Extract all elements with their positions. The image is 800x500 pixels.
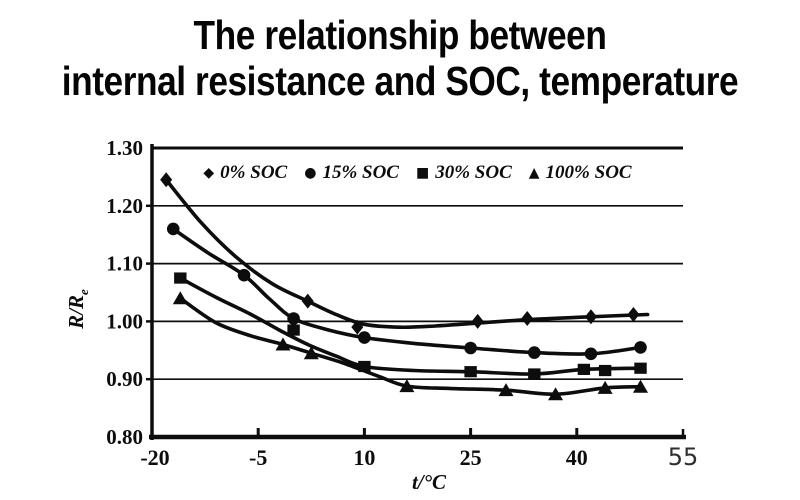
circle-legend-icon: ●	[304, 165, 317, 181]
y-tick-label: 1.10	[106, 252, 143, 276]
series-marker-30-soc	[577, 363, 591, 375]
series-marker-100-soc	[399, 379, 415, 393]
series-marker-0-soc	[301, 293, 314, 309]
x-tick-label: -20	[140, 445, 169, 470]
x-tick-label: -5	[249, 445, 267, 470]
legend-item-0: ◆ 0% SOC	[203, 162, 287, 184]
series-marker-15-soc	[237, 268, 251, 282]
x-axis-title: t/°C	[412, 470, 447, 494]
y-tick-label: 0.80	[106, 425, 143, 449]
square-legend-icon: ■	[415, 165, 430, 181]
series-marker-15-soc	[287, 312, 300, 325]
series-marker-15-soc	[528, 346, 541, 359]
series-marker-100-soc	[633, 379, 649, 393]
series-marker-15-soc	[358, 331, 371, 344]
series-marker-30-soc	[598, 364, 612, 377]
x-tick-label: 25	[460, 445, 482, 470]
legend-label: 15% SOC	[322, 162, 399, 183]
series-marker-0-soc	[627, 306, 640, 322]
series-curve-15-soc	[171, 227, 643, 356]
series-marker-15-soc	[634, 341, 647, 354]
series-marker-30-soc	[287, 324, 300, 336]
series-marker-100-soc	[498, 383, 514, 397]
series-marker-30-soc	[358, 360, 371, 373]
series-marker-30-soc	[464, 366, 477, 378]
x-tick-label: 10	[353, 445, 375, 470]
chart-title-line2: internal resistance and SOC, temperature	[61, 58, 739, 104]
y-tick-label: 1.20	[106, 194, 143, 218]
series-marker-0-soc	[584, 309, 597, 325]
series-marker-100-soc	[597, 380, 613, 394]
chart-title-line1: The relationship between	[193, 12, 607, 58]
series-marker-0-soc	[471, 313, 484, 329]
series-marker-30-soc	[174, 272, 187, 284]
series-marker-15-soc	[166, 222, 180, 236]
series-marker-30-soc	[634, 362, 647, 374]
x-tick-label: 40	[566, 445, 588, 470]
series-marker-100-soc	[303, 346, 319, 360]
series-marker-0-soc	[160, 172, 173, 188]
series-marker-100-soc	[275, 337, 291, 351]
y-axis-title: R/Re	[64, 289, 91, 330]
series-marker-0-soc	[521, 311, 534, 327]
series-marker-30-soc	[528, 368, 541, 380]
y-tick-label: 0.90	[106, 367, 143, 391]
series-marker-15-soc	[464, 341, 477, 355]
x-tick-label: 55	[668, 443, 699, 471]
legend-label: 0% SOC	[220, 162, 288, 183]
series-marker-0-soc	[351, 319, 364, 335]
y-tick-label: 1.00	[106, 309, 143, 333]
chart-legend: ◆ 0% SOC ● 15% SOC ■ 30% SOC ▲ 100% SOC	[152, 162, 683, 184]
chart-title: The relationship between internal resist…	[56, 12, 744, 104]
triangle-legend-icon: ▲	[528, 165, 540, 181]
legend-label: 100% SOC	[545, 162, 632, 183]
diamond-legend-icon: ◆	[203, 165, 215, 181]
legend-label: 30% SOC	[435, 162, 512, 183]
legend-item-3: ▲ 100% SOC	[529, 162, 632, 184]
series-marker-15-soc	[584, 347, 598, 361]
series-curve-0-soc	[164, 178, 650, 330]
y-tick-label: 1.30	[106, 136, 143, 160]
legend-item-2: ■ 30% SOC	[416, 162, 512, 184]
legend-item-1: ● 15% SOC	[304, 162, 399, 184]
series-marker-100-soc	[548, 387, 564, 401]
series-marker-100-soc	[172, 291, 188, 305]
